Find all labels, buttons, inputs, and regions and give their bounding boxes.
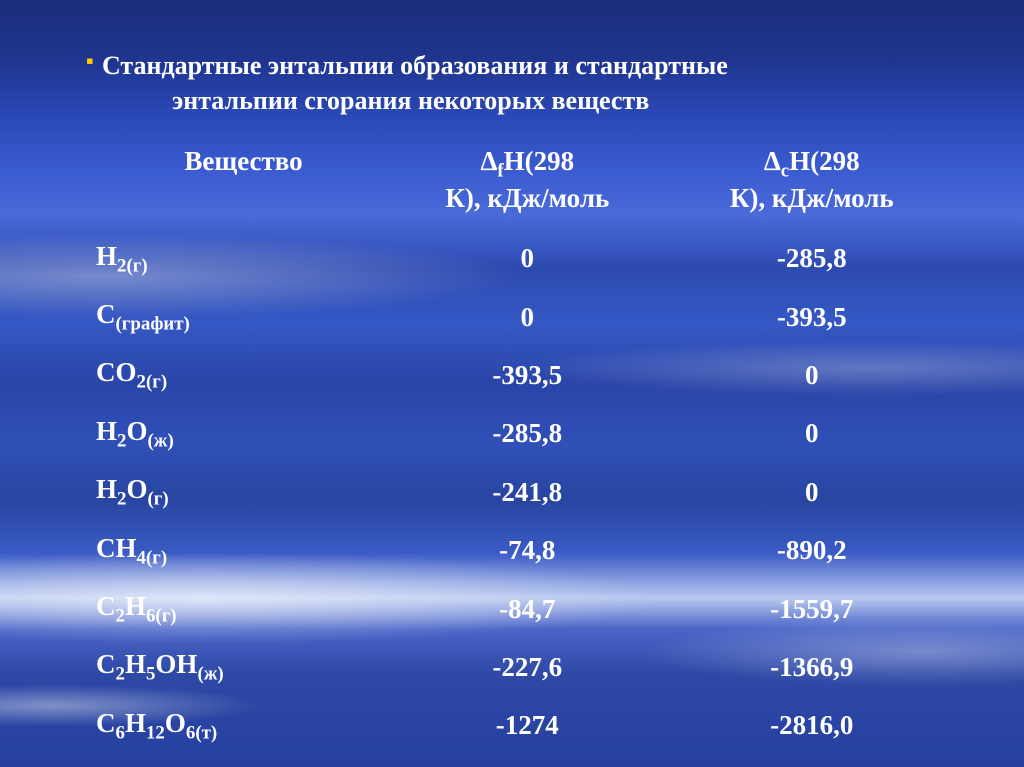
table-row: C2H5OH(ж)-227,6-1366,9 bbox=[92, 638, 954, 696]
df-cell: -84,7 bbox=[385, 580, 669, 638]
df-cell: -1274 bbox=[385, 697, 669, 755]
df-cell: -241,8 bbox=[385, 463, 669, 521]
dc-cell: -1366,9 bbox=[670, 638, 954, 696]
dc-cell: -393,5 bbox=[670, 288, 954, 346]
substance-cell: C2H5OH(ж) bbox=[92, 638, 385, 696]
substance-cell: H2O(г) bbox=[92, 463, 385, 521]
df-cell: 0 bbox=[385, 288, 669, 346]
df-cell: -285,8 bbox=[385, 405, 669, 463]
table-row: CO2(г)-393,50 bbox=[92, 346, 954, 404]
substance-cell: H2O(ж) bbox=[92, 405, 385, 463]
table-header-row: Вещество ΔfH(298 К), кДж/моль ΔcH(298 К)… bbox=[92, 146, 954, 229]
substance-cell: H2(г) bbox=[92, 230, 385, 288]
table-row: H2(г)0-285,8 bbox=[92, 230, 954, 288]
col-header-substance: Вещество bbox=[92, 146, 385, 229]
substance-cell: C(графит) bbox=[92, 288, 385, 346]
table-row: H2O(ж)-285,80 bbox=[92, 405, 954, 463]
df-cell: -227,6 bbox=[385, 638, 669, 696]
dc-cell: -1559,7 bbox=[670, 580, 954, 638]
dc-cell: -2816,0 bbox=[670, 697, 954, 755]
table-row: H2O(г)-241,80 bbox=[92, 463, 954, 521]
dc-cell: -890,2 bbox=[670, 522, 954, 580]
df-cell: -74,8 bbox=[385, 522, 669, 580]
df-cell: 0 bbox=[385, 230, 669, 288]
substance-cell: CH4(г) bbox=[92, 522, 385, 580]
col-header-dc: ΔcH(298 К), кДж/моль bbox=[670, 146, 954, 229]
dc-cell: 0 bbox=[670, 405, 954, 463]
dc-cell: 0 bbox=[670, 346, 954, 404]
table-row: C6H12O6(т)-1274-2816,0 bbox=[92, 697, 954, 755]
enthalpy-table: Вещество ΔfH(298 К), кДж/моль ΔcH(298 К)… bbox=[92, 146, 954, 755]
table-row: C(графит)0-393,5 bbox=[92, 288, 954, 346]
col-header-df: ΔfH(298 К), кДж/моль bbox=[385, 146, 669, 229]
substance-cell: C6H12O6(т) bbox=[92, 697, 385, 755]
dc-cell: 0 bbox=[670, 463, 954, 521]
title-line-2: энтальпии сгорания некоторых веществ bbox=[102, 83, 954, 118]
table-row: CH4(г)-74,8-890,2 bbox=[92, 522, 954, 580]
df-cell: -393,5 bbox=[385, 346, 669, 404]
substance-cell: CO2(г) bbox=[92, 346, 385, 404]
slide-title: Стандартные энтальпии образования и стан… bbox=[92, 48, 954, 118]
table-row: C2H6(г)-84,7-1559,7 bbox=[92, 580, 954, 638]
bullet-icon: ▪ bbox=[86, 48, 94, 74]
substance-cell: C2H6(г) bbox=[92, 580, 385, 638]
title-line-1: Стандартные энтальпии образования и стан… bbox=[102, 48, 954, 83]
dc-cell: -285,8 bbox=[670, 230, 954, 288]
